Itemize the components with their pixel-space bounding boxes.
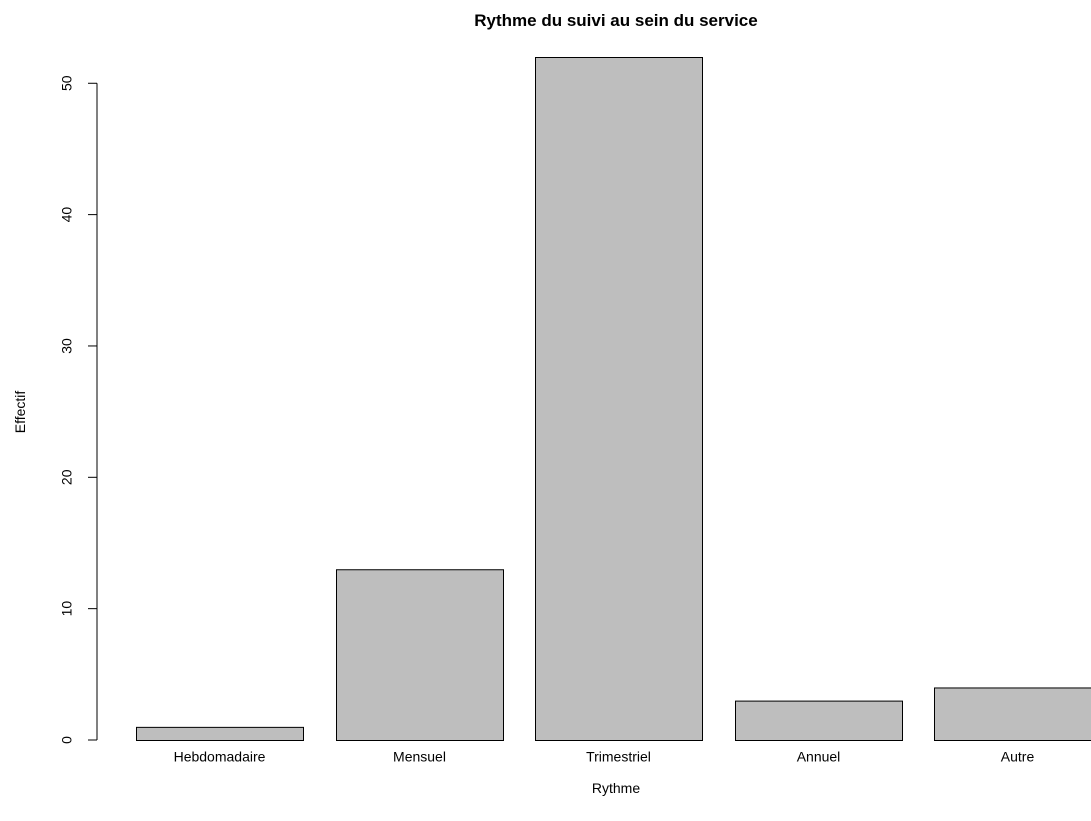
y-tick-label: 10 xyxy=(59,601,75,617)
x-tick-labels: Hebdomadaire Mensuel Trimestriel Annuel Autr… xyxy=(174,748,1035,764)
y-tick-label: 30 xyxy=(59,338,75,354)
y-tick-label: 40 xyxy=(59,207,75,223)
bar-mensuel xyxy=(336,569,504,741)
bar-hebdomadaire xyxy=(136,726,304,741)
bar-trimestriel xyxy=(535,57,703,741)
y-axis: 0 10 20 30 40 50 xyxy=(59,75,98,744)
bar-autre xyxy=(934,687,1091,742)
y-tick-label: 50 xyxy=(59,75,75,91)
y-axis-label: Effectif xyxy=(12,391,28,434)
chart-title: Rythme du suivi au sein du service xyxy=(474,11,757,30)
y-tick-label: 0 xyxy=(59,736,75,744)
bar-annuel xyxy=(735,700,903,741)
x-tick-label: Trimestriel xyxy=(586,748,651,764)
bars-group xyxy=(136,57,1091,742)
x-tick-label: Hebdomadaire xyxy=(174,748,266,764)
y-tick-label: 20 xyxy=(59,469,75,485)
x-tick-label: Annuel xyxy=(797,748,841,764)
x-tick-label: Mensuel xyxy=(393,748,446,764)
x-axis-label: Rythme xyxy=(592,780,640,796)
x-tick-label: Autre xyxy=(1001,748,1035,764)
